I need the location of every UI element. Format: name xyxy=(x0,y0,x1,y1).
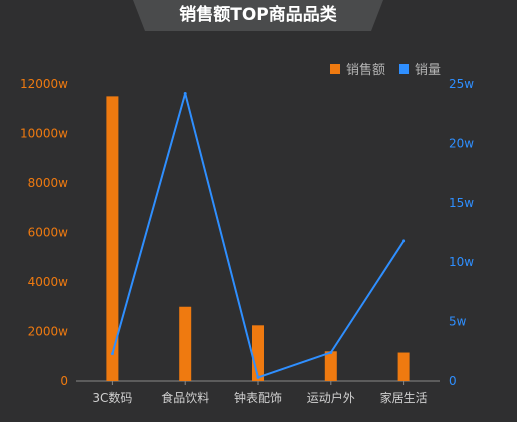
x-category-label: 3C数码 xyxy=(92,390,132,405)
x-category-label: 食品饮料 xyxy=(161,390,209,405)
title-tab-shape xyxy=(133,0,383,31)
bar xyxy=(179,306,192,381)
x-category-label: 家居生活 xyxy=(380,390,428,405)
y-left-tick-label: 2000w xyxy=(28,325,69,339)
line-point xyxy=(110,352,114,356)
y-left-tick-label: 12000w xyxy=(20,77,68,91)
legend[interactable]: 销售额 销量 xyxy=(329,59,441,78)
y-left-tick-label: 6000w xyxy=(28,226,69,240)
bar xyxy=(324,351,337,381)
line-point xyxy=(256,375,260,379)
y-right-tick-label: 0 xyxy=(449,374,457,388)
x-category-label: 运动户外 xyxy=(307,390,355,405)
y-left-tick-label: 8000w xyxy=(28,176,69,190)
y-right-tick-label: 25w xyxy=(449,77,474,91)
line-point xyxy=(402,239,406,243)
y-left-tick-label: 0 xyxy=(60,374,68,388)
bar xyxy=(106,96,119,381)
y-right-tick-label: 5w xyxy=(449,315,467,329)
y-left-tick-label: 4000w xyxy=(28,275,69,289)
line-point xyxy=(329,350,333,354)
legend-swatch-sales xyxy=(329,63,340,74)
legend-item-sales[interactable]: 销售额 xyxy=(329,59,385,78)
legend-label-sales: 销售额 xyxy=(345,63,385,78)
y-right-tick-label: 20w xyxy=(449,136,474,150)
y-left-tick-label: 10000w xyxy=(20,127,68,141)
line-point xyxy=(183,92,187,96)
legend-label-volume: 销量 xyxy=(414,63,441,78)
title-tab xyxy=(133,0,383,31)
bar xyxy=(397,352,410,381)
x-category-label: 钟表配饰 xyxy=(234,390,282,405)
y-right-tick-label: 15w xyxy=(449,196,474,210)
y-right-tick-label: 10w xyxy=(449,255,474,269)
bar xyxy=(252,325,264,381)
legend-item-volume[interactable]: 销量 xyxy=(398,59,441,78)
legend-swatch-volume xyxy=(398,63,409,74)
chart-title: 销售额TOP商品品类 xyxy=(179,5,337,25)
